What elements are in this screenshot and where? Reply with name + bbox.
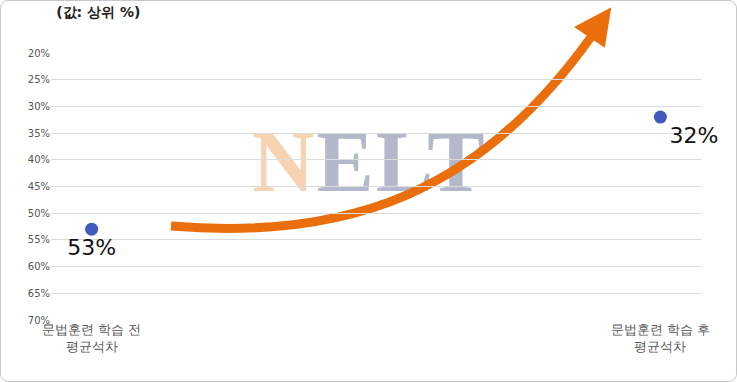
svg-text:문법훈련 학습 후평균석차: 문법훈련 학습 후평균석차 bbox=[611, 322, 710, 354]
html-text:N ELT: N ELT bbox=[252, 114, 487, 210]
svg-text:32%: 32% bbox=[670, 123, 719, 148]
svg-text:60%: 60% bbox=[28, 261, 50, 272]
svg-text:35%: 35% bbox=[28, 128, 50, 139]
svg-text:65%: 65% bbox=[28, 288, 50, 299]
svg-text:70%: 70% bbox=[28, 315, 50, 326]
svg-text:20%: 20% bbox=[28, 48, 50, 59]
svg-text:30%: 30% bbox=[28, 101, 50, 112]
svg-text:(값: 상위 %): (값: 상위 %) bbox=[56, 4, 140, 20]
svg-text:문법훈련 학습 전평균석차: 문법훈련 학습 전평균석차 bbox=[42, 322, 141, 354]
svg-text:25%: 25% bbox=[28, 74, 50, 85]
svg-text:45%: 45% bbox=[28, 181, 50, 192]
svg-text:40%: 40% bbox=[28, 154, 50, 165]
svg-text:55%: 55% bbox=[28, 234, 50, 245]
svg-text:50%: 50% bbox=[28, 208, 50, 219]
svg-text:53%: 53% bbox=[67, 235, 116, 260]
